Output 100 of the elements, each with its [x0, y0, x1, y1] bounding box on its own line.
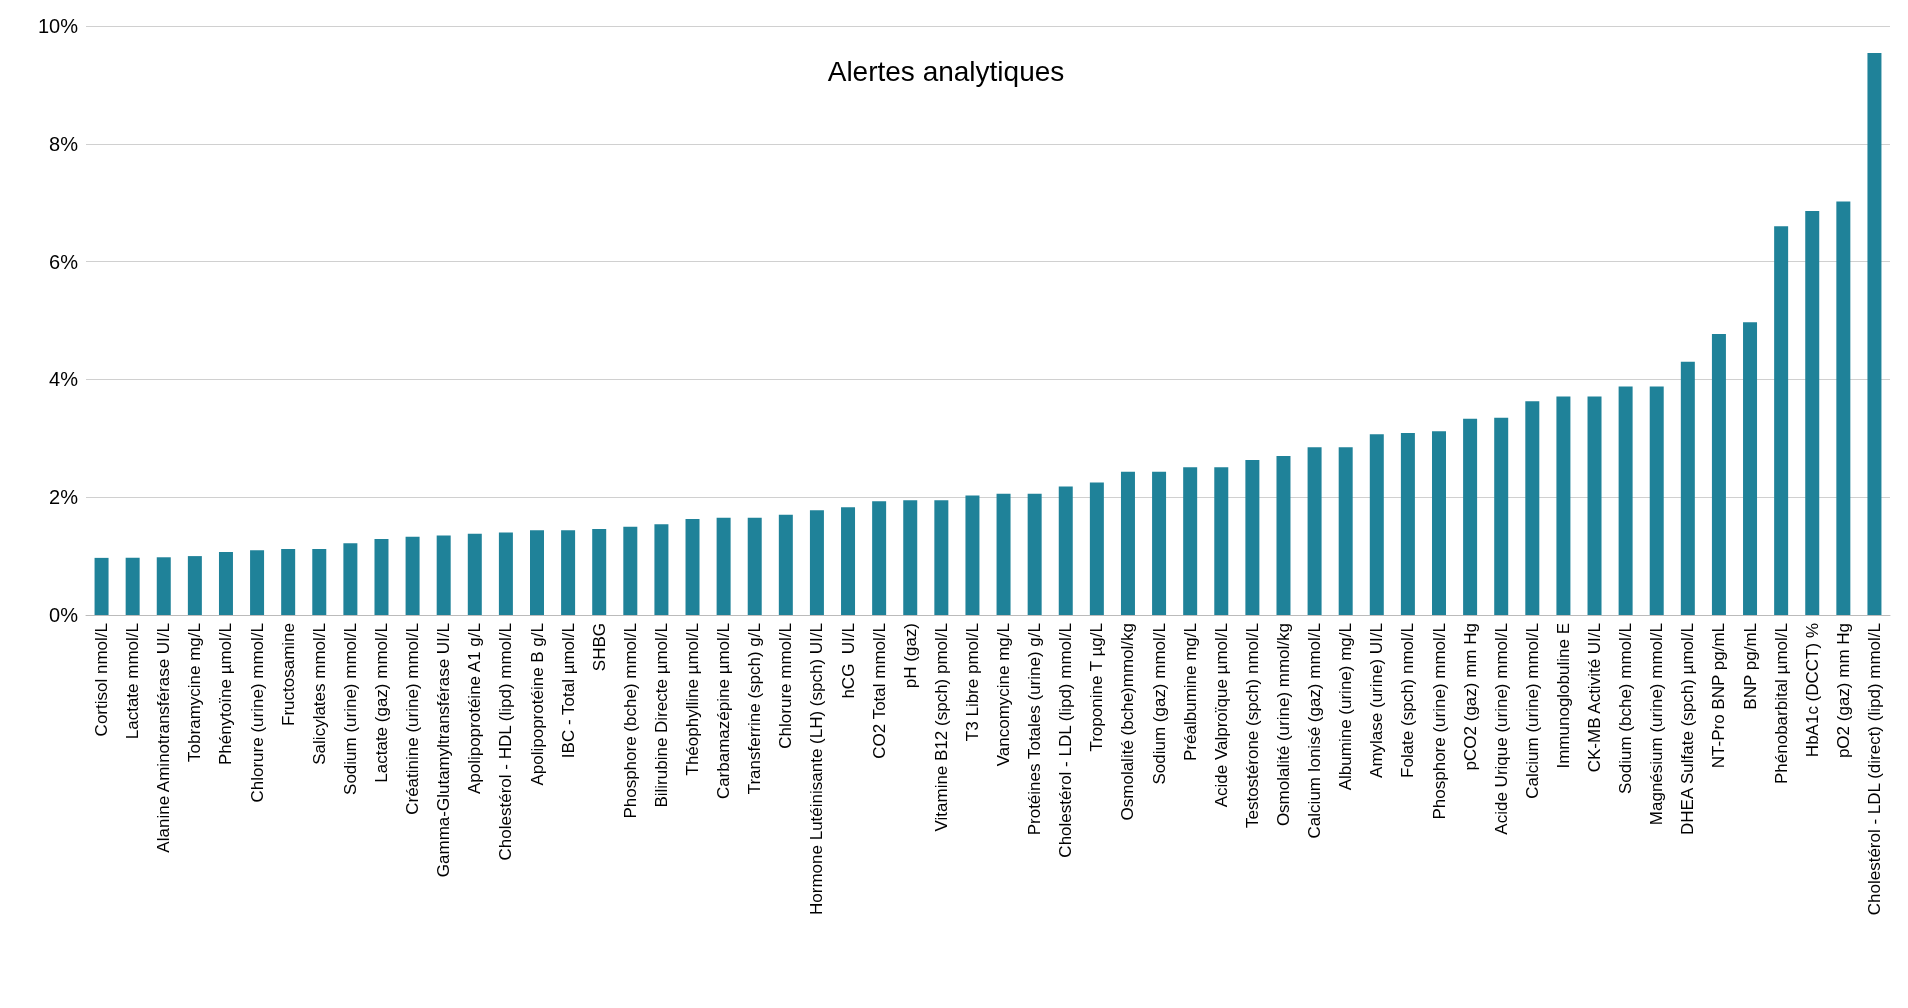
x-tick-label: pCO2 (gaz) mm Hg — [1460, 623, 1480, 771]
x-tick-label: Alanine Aminotransférase UI/L — [154, 623, 174, 853]
y-tick-label: 4% — [49, 368, 79, 391]
bar — [1369, 434, 1384, 615]
bar — [1152, 471, 1167, 615]
x-tick-label: Tobramycine mg/L — [185, 623, 205, 762]
bar — [1649, 386, 1664, 615]
bar — [1400, 433, 1415, 615]
bar — [903, 500, 918, 615]
x-tick-label: Acide Valproïque µmol/L — [1211, 623, 1231, 808]
x-tick-label: Phénytoïne µmol/L — [216, 623, 236, 766]
bar — [623, 526, 638, 615]
x-tick-label: Phosphore (bche) mmol/L — [620, 623, 640, 819]
x-tick-label: Protéines Totales (urine) g/L — [1025, 623, 1045, 836]
x-tick-label: Albumine (urine) mg/L — [1336, 623, 1356, 791]
x-tick-label: Acide Urique (urine) mmol/L — [1491, 623, 1511, 835]
bar — [872, 501, 887, 615]
bar — [218, 551, 233, 615]
x-tick-label: T3 Libre pmol/L — [962, 623, 982, 742]
x-tick-label: pO2 (gaz) mm Hg — [1833, 623, 1853, 759]
bar — [312, 549, 327, 615]
x-tick-label: Théophylline µmol/L — [683, 623, 703, 776]
bar — [1680, 361, 1695, 615]
bar — [809, 510, 824, 615]
x-tick-label: pH (gaz) — [900, 623, 920, 689]
x-tick-label: BNP pg/mL — [1740, 623, 1760, 710]
bar — [1743, 322, 1758, 615]
bar — [1276, 455, 1291, 615]
bar — [1463, 418, 1478, 615]
x-tick-label: DHEA Sulfate (spch) µmol/L — [1678, 623, 1698, 835]
x-tick-label: HbA1c (DCCT) % — [1802, 623, 1822, 758]
x-tick-label: Apolipoprotéine A1 g/L — [465, 623, 485, 795]
bar — [187, 556, 202, 615]
bar — [1027, 493, 1042, 615]
bar — [1494, 417, 1509, 615]
bar — [685, 518, 700, 615]
bar — [1214, 467, 1229, 615]
bar — [1183, 467, 1198, 615]
x-tick-label: Troponine T µg/L — [1087, 623, 1107, 752]
bar — [374, 539, 389, 615]
x-tick-label: Gamma-Glutamyltransférase UI/L — [434, 623, 454, 878]
bar — [1805, 210, 1820, 615]
bar — [125, 557, 140, 615]
x-tick-label: Vitamine B12 (spch) pmol/L — [931, 623, 951, 832]
x-tick-label: Phosphore (urine) mmol/L — [1429, 623, 1449, 820]
x-tick-label: Cortisol nmol/L — [92, 623, 112, 737]
x-tick-label: Créatinine (urine) mmol/L — [403, 623, 423, 815]
y-tick-label: 0% — [49, 604, 79, 626]
bar — [965, 495, 980, 615]
bar — [561, 530, 576, 615]
x-tick-label: Sodium (urine) mmol/L — [340, 623, 360, 795]
x-tick-label: Chlorure mmol/L — [776, 623, 796, 749]
bar — [1432, 431, 1446, 615]
x-tick-label: SHBG — [589, 623, 609, 672]
bar — [405, 536, 420, 615]
x-tick-label: Phénobarbital µmol/L — [1771, 623, 1791, 785]
bar — [1867, 53, 1882, 615]
bar — [1711, 334, 1726, 615]
x-tick-label: Vancomycine mg/L — [994, 623, 1014, 767]
bar — [250, 550, 265, 615]
bar — [716, 517, 731, 615]
bar — [996, 493, 1011, 615]
bar — [1774, 226, 1789, 615]
x-tick-label: Préalbumine mg/L — [1180, 623, 1200, 761]
bar — [1089, 482, 1104, 615]
x-tick-label: Calcium Ionisé (gaz) mmol/L — [1305, 623, 1325, 839]
x-tick-label: Amylase (urine) UI/L — [1367, 623, 1387, 778]
x-tick-label: Sodium (bche) mmol/L — [1616, 623, 1636, 795]
x-tick-label: Folate (spch) nmol/L — [1398, 623, 1418, 778]
x-tick-label: Osmolalité (urine) mmol/kg — [1273, 623, 1293, 827]
y-tick-label: 6% — [49, 250, 79, 273]
y-tick-label: 8% — [49, 132, 79, 155]
bar — [436, 535, 451, 615]
bar — [1338, 447, 1353, 615]
x-tick-label: Chlorure (urine) mmol/L — [247, 623, 267, 803]
bar — [934, 500, 949, 615]
y-tick-label: 10% — [37, 15, 79, 37]
bar — [747, 517, 762, 615]
x-tick-label: Hormone Lutéinisante (LH) (spch) UI/L — [807, 623, 827, 915]
bar — [778, 514, 793, 615]
x-tick-label: Testostérone (spch) nmol/L — [1242, 623, 1262, 829]
x-tick-label: Cholestérol - HDL (lipd) mmol/L — [496, 623, 516, 861]
x-tick-label: Cholestérol - LDL (direct) (lipd) mmol/L — [1864, 623, 1884, 916]
bar — [156, 557, 171, 615]
x-tick-label: Apolipoprotéine B g/L — [527, 623, 547, 786]
x-tick-label: Lactate (gaz) mmol/L — [371, 623, 391, 783]
x-tick-label: NT-Pro BNP pg/mL — [1709, 623, 1729, 769]
y-tick-label: 2% — [49, 486, 79, 509]
x-tick-label: hCG UI/L — [838, 623, 858, 699]
bar — [1525, 401, 1540, 615]
bar — [592, 529, 607, 615]
bar — [467, 533, 482, 615]
x-tick-label: Calcium (urine) mmol/L — [1522, 623, 1542, 799]
x-tick-label: Magnésium (urine) mmol/L — [1647, 623, 1667, 826]
text: Alertes analytiques — [827, 55, 1065, 87]
x-tick-label: Salicylates mmol/L — [309, 623, 329, 765]
bar — [1245, 460, 1260, 615]
x-tick-label: Immunoglobuline E — [1553, 623, 1573, 769]
x-tick-label: IBC - Total µmol/L — [558, 623, 578, 759]
x-tick-label: CK-MB Activité UI/L — [1585, 623, 1605, 773]
